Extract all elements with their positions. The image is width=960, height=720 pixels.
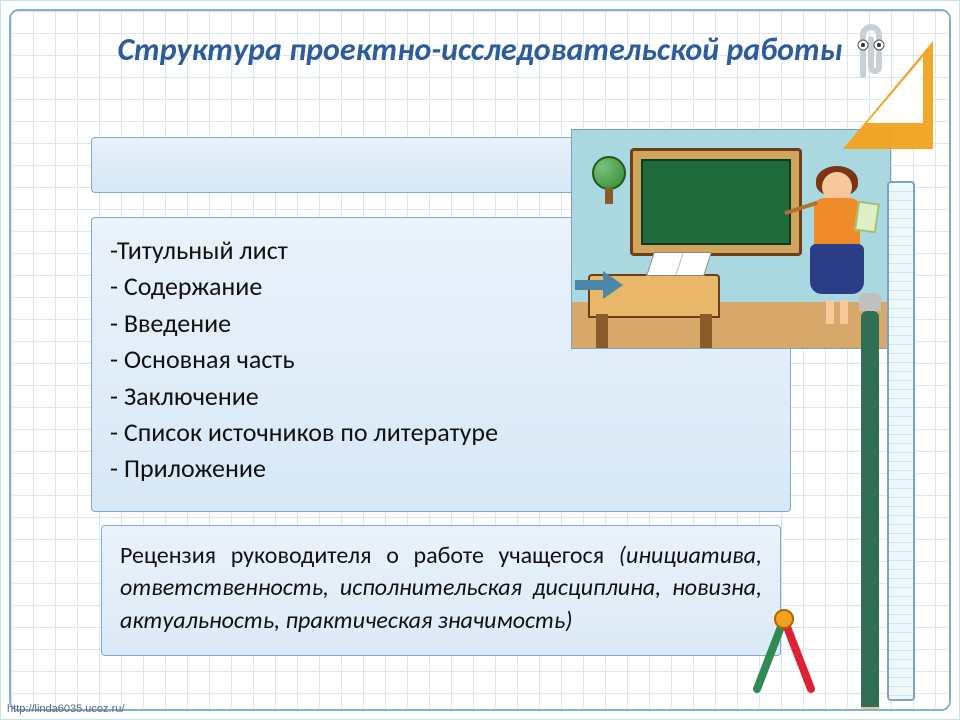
list-item: - Заключение — [110, 378, 772, 414]
arrow-icon — [575, 271, 625, 299]
paperclip-icon — [849, 17, 893, 85]
page-frame: Структура проектно-исследовательской раб… — [9, 9, 951, 711]
compass-icon — [739, 607, 829, 697]
ruler-icon — [887, 181, 915, 701]
slide-title: Структура проектно-исследовательской раб… — [71, 31, 889, 69]
pencil-icon — [861, 311, 879, 707]
review-lead: Рецензия руководителя о работе учащегося — [120, 541, 619, 570]
review-box: Рецензия руководителя о работе учащегося… — [101, 525, 781, 656]
list-item: - Список источников по литературе — [110, 414, 772, 450]
classroom-illustration — [571, 129, 891, 349]
footer-url: http://linda6035.ucoz.ru/ — [7, 703, 124, 715]
subtitle-bar — [91, 137, 615, 193]
list-item: - Приложение — [110, 450, 772, 486]
